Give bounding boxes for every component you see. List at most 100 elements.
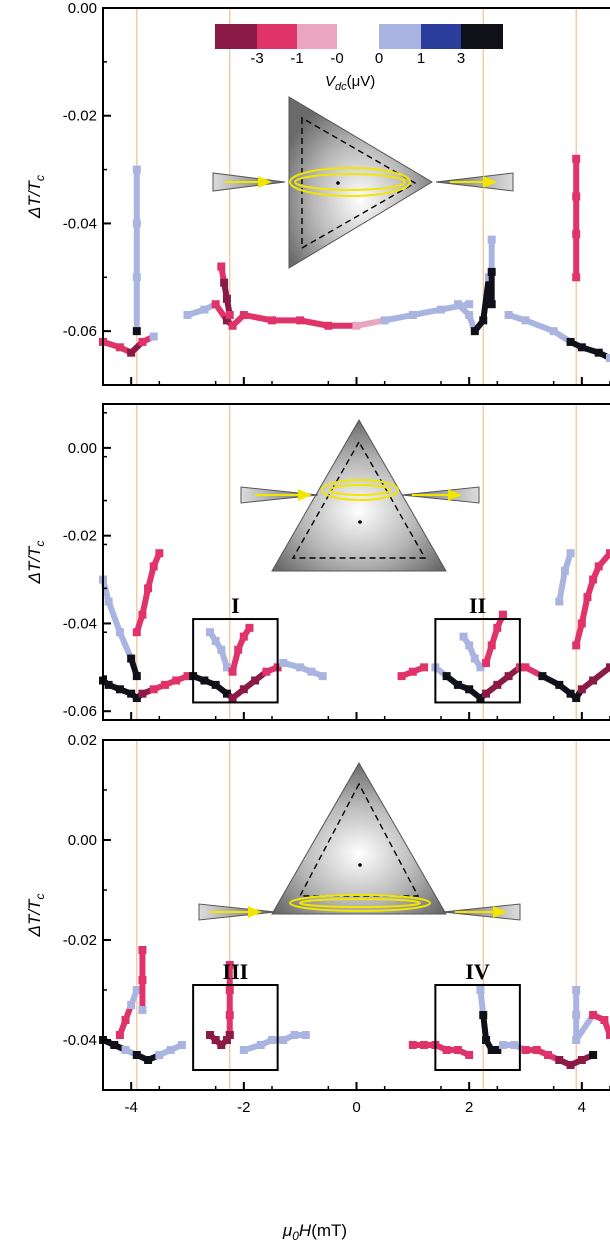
trace xyxy=(498,1041,598,1069)
colorbar-tick-label: -0 xyxy=(330,50,343,67)
heat-cell xyxy=(225,1031,234,1039)
heat-segment xyxy=(139,587,152,616)
y-axis-title: ΔT/Tc xyxy=(25,541,47,585)
x-tick-label: 0 xyxy=(352,1099,360,1116)
region-label: IV xyxy=(465,959,490,984)
heat-cell xyxy=(318,672,327,681)
heat-cell xyxy=(149,332,158,341)
heat-segment xyxy=(384,312,414,324)
heat-cell xyxy=(301,1031,310,1039)
colorbar-cell xyxy=(257,24,297,49)
y-tick-label: -0.06 xyxy=(63,703,97,720)
heat-cell xyxy=(566,549,575,558)
colorbar-tick-label: 3 xyxy=(457,50,465,67)
y-axis-title: ΔT/Tc xyxy=(25,175,47,219)
region-box xyxy=(434,618,521,704)
heat-cell xyxy=(127,654,136,663)
heat-cell xyxy=(420,663,429,672)
heat-segment xyxy=(573,1013,596,1042)
heat-cell xyxy=(606,549,610,558)
inset-device-diagram xyxy=(212,96,514,269)
y-tick-label: -0.02 xyxy=(63,932,97,949)
panel-top: 0.00 -0.02 -0.04 -0.06 ΔT/Tc xyxy=(25,0,610,386)
colorbar-title: Vdc(μV) xyxy=(325,73,375,93)
region-label: II xyxy=(469,593,486,618)
heat-segment xyxy=(480,1014,490,1041)
y-tick-label: -0.02 xyxy=(63,528,97,545)
y-tick-label: 0.00 xyxy=(68,440,97,457)
heat-cell xyxy=(504,672,513,681)
trace xyxy=(521,663,610,703)
colorbar-cell xyxy=(215,24,257,49)
trace xyxy=(408,1041,474,1059)
trace xyxy=(115,986,141,1039)
trace xyxy=(138,946,147,1014)
colorbar: -3 -1 -0 0 1 3 Vdc(μV) xyxy=(215,24,503,93)
inset-device-diagram xyxy=(198,761,521,921)
region-label: I xyxy=(231,593,240,618)
trace xyxy=(132,549,164,637)
trace xyxy=(572,549,610,650)
colorbar-tick-label: 0 xyxy=(375,50,383,67)
heat-cell xyxy=(572,273,581,282)
heat-cell xyxy=(606,1031,610,1039)
heat-cell xyxy=(465,300,474,309)
trace xyxy=(459,610,507,672)
heat-cell xyxy=(487,300,496,309)
trace xyxy=(99,672,192,703)
y-tick-label: 0.02 xyxy=(68,732,97,749)
trace xyxy=(572,986,610,1044)
colorbar-tick-label: 1 xyxy=(417,50,425,67)
trace xyxy=(397,663,429,681)
trace xyxy=(487,235,496,309)
trace xyxy=(206,1031,234,1049)
trace xyxy=(279,658,327,681)
trace xyxy=(132,165,141,336)
trace xyxy=(239,1031,310,1054)
trace xyxy=(217,262,234,319)
x-tick-label: -2 xyxy=(237,1099,250,1116)
colorbar-tick-label: -3 xyxy=(250,50,263,67)
heat-cell xyxy=(498,610,507,619)
heat-segment xyxy=(117,631,134,660)
colorbar-cells xyxy=(215,24,503,49)
region-box xyxy=(434,984,521,1071)
y-axis-title: ΔT/Tc xyxy=(25,894,47,938)
heat-segment xyxy=(355,317,386,329)
heat-cell xyxy=(127,348,136,357)
trace xyxy=(572,154,581,282)
heat-cell xyxy=(132,672,141,681)
colorbar-cell xyxy=(461,24,503,49)
heat-segment xyxy=(243,312,273,324)
heat-cell xyxy=(225,310,234,319)
trace xyxy=(99,332,158,357)
heat-cell xyxy=(155,549,164,558)
heat-cell xyxy=(504,310,513,319)
heat-cell xyxy=(132,986,141,994)
trace xyxy=(99,1036,186,1064)
heat-cell xyxy=(177,1041,186,1049)
heat-segment xyxy=(578,596,591,625)
heat-cell xyxy=(465,1051,474,1059)
trace xyxy=(99,575,141,681)
inset-device-diagram xyxy=(240,418,480,572)
x-tick-label: 2 xyxy=(465,1099,473,1116)
trace xyxy=(476,986,502,1054)
colorbar-cell xyxy=(421,24,461,49)
heat-cell xyxy=(121,1016,130,1024)
heat-segment xyxy=(412,306,442,318)
heat-cell xyxy=(493,1046,502,1054)
heat-cell xyxy=(132,327,141,336)
region-box xyxy=(192,984,279,1071)
trace xyxy=(206,623,254,676)
heat-segment xyxy=(556,570,568,603)
trace xyxy=(189,663,282,703)
heat-cell xyxy=(127,1001,136,1009)
heat-cell xyxy=(183,672,192,681)
heat-cell xyxy=(245,623,254,632)
trace xyxy=(453,273,493,336)
heat-segment xyxy=(480,276,492,321)
